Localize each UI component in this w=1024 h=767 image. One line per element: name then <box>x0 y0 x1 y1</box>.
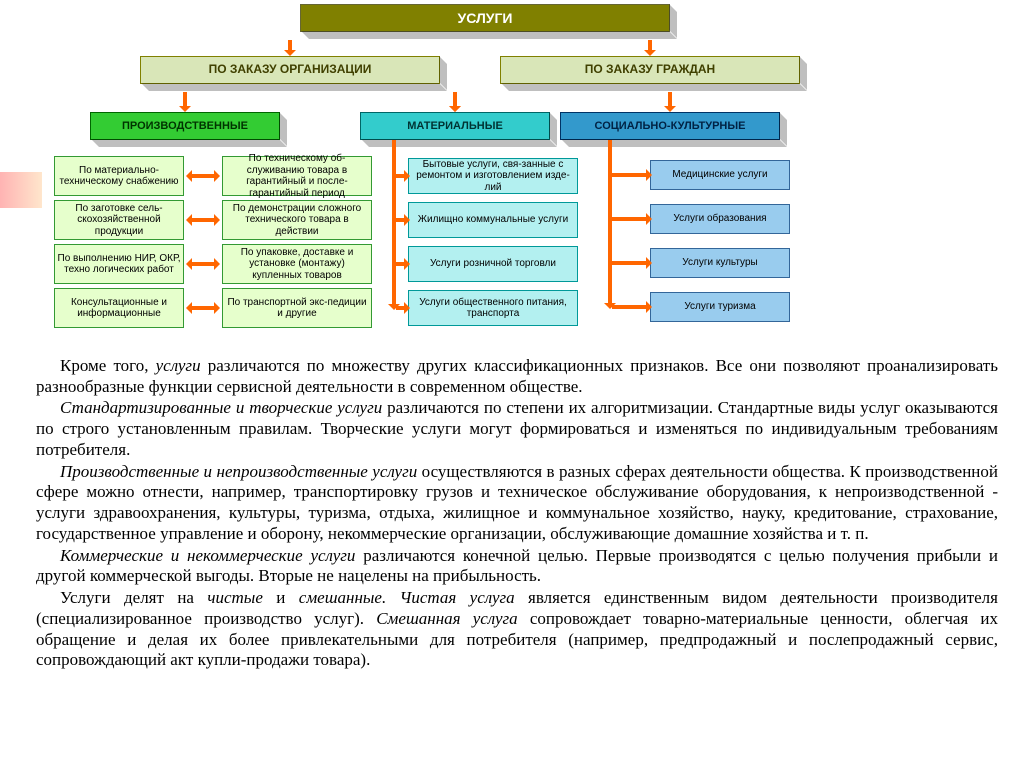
mat-spine <box>392 140 396 308</box>
arrow-l2-l3-2 <box>453 92 457 110</box>
mat-arrow-3 <box>396 306 408 310</box>
prod-link-1 <box>188 218 218 222</box>
mat-item-2: Услуги розничной торговли <box>408 246 578 282</box>
prod-right-1: По демонстрации сложного технического то… <box>222 200 372 240</box>
body-text: Кроме того, услуги различаются по множес… <box>0 350 1024 671</box>
prod-link-0 <box>188 174 218 178</box>
soc-item-1: Услуги образования <box>650 204 790 234</box>
prod-right-2: По упаковке, доставке и установке (монта… <box>222 244 372 284</box>
arrow-l2-l3-3 <box>668 92 672 110</box>
prod-right-3: По транспортной экс-педиции и другие <box>222 288 372 328</box>
mat-item-1: Жилищно коммунальные услуги <box>408 202 578 238</box>
soc-arrow-1 <box>612 217 650 221</box>
prod-right-0: По техническому об-служиванию товара в г… <box>222 156 372 196</box>
soc-item-3: Услуги туризма <box>650 292 790 322</box>
paragraph-2: Производственные и непроизводственные ус… <box>36 462 998 545</box>
prod-left-1: По заготовке сель-скохозяйственной проду… <box>54 200 184 240</box>
mat-item-0: Бытовые услуги, свя-занные с ремонтом и … <box>408 158 578 194</box>
soc-spine <box>608 140 612 307</box>
soc-arrow-0 <box>612 173 650 177</box>
prod-link-3 <box>188 306 218 310</box>
accent-strip <box>0 172 42 208</box>
arrow-root-l2-1 <box>648 40 652 54</box>
node-root: УСЛУГИ <box>300 4 670 32</box>
mat-item-3: Услуги общественного питания, транспорта <box>408 290 578 326</box>
paragraph-1: Стандартизированные и творческие услуги … <box>36 398 998 460</box>
mat-arrow-1 <box>396 218 408 222</box>
soc-arrow-2 <box>612 261 650 265</box>
soc-arrow-3 <box>612 305 650 309</box>
mat-arrow-2 <box>396 262 408 266</box>
arrow-l2-l3-0 <box>183 92 187 110</box>
arrow-root-l2-0 <box>288 40 292 54</box>
prod-left-2: По выполнению НИР, ОКР, техно логических… <box>54 244 184 284</box>
paragraph-3: Коммерческие и некоммерческие услуги раз… <box>36 546 998 587</box>
services-diagram: УСЛУГИ ПО ЗАКАЗУ ОРГАНИЗАЦИИ ПО ЗАКАЗУ Г… <box>0 0 1024 350</box>
soc-item-0: Медицинские услуги <box>650 160 790 190</box>
mat-arrow-0 <box>396 174 408 178</box>
prod-left-3: Консультационные и информационные <box>54 288 184 328</box>
paragraph-0: Кроме того, услуги различаются по множес… <box>36 356 998 397</box>
prod-left-0: По материально-техническому снабжению <box>54 156 184 196</box>
paragraph-4: Услуги делят на чистые и смешанные. Чист… <box>36 588 998 671</box>
soc-item-2: Услуги культуры <box>650 248 790 278</box>
prod-link-2 <box>188 262 218 266</box>
